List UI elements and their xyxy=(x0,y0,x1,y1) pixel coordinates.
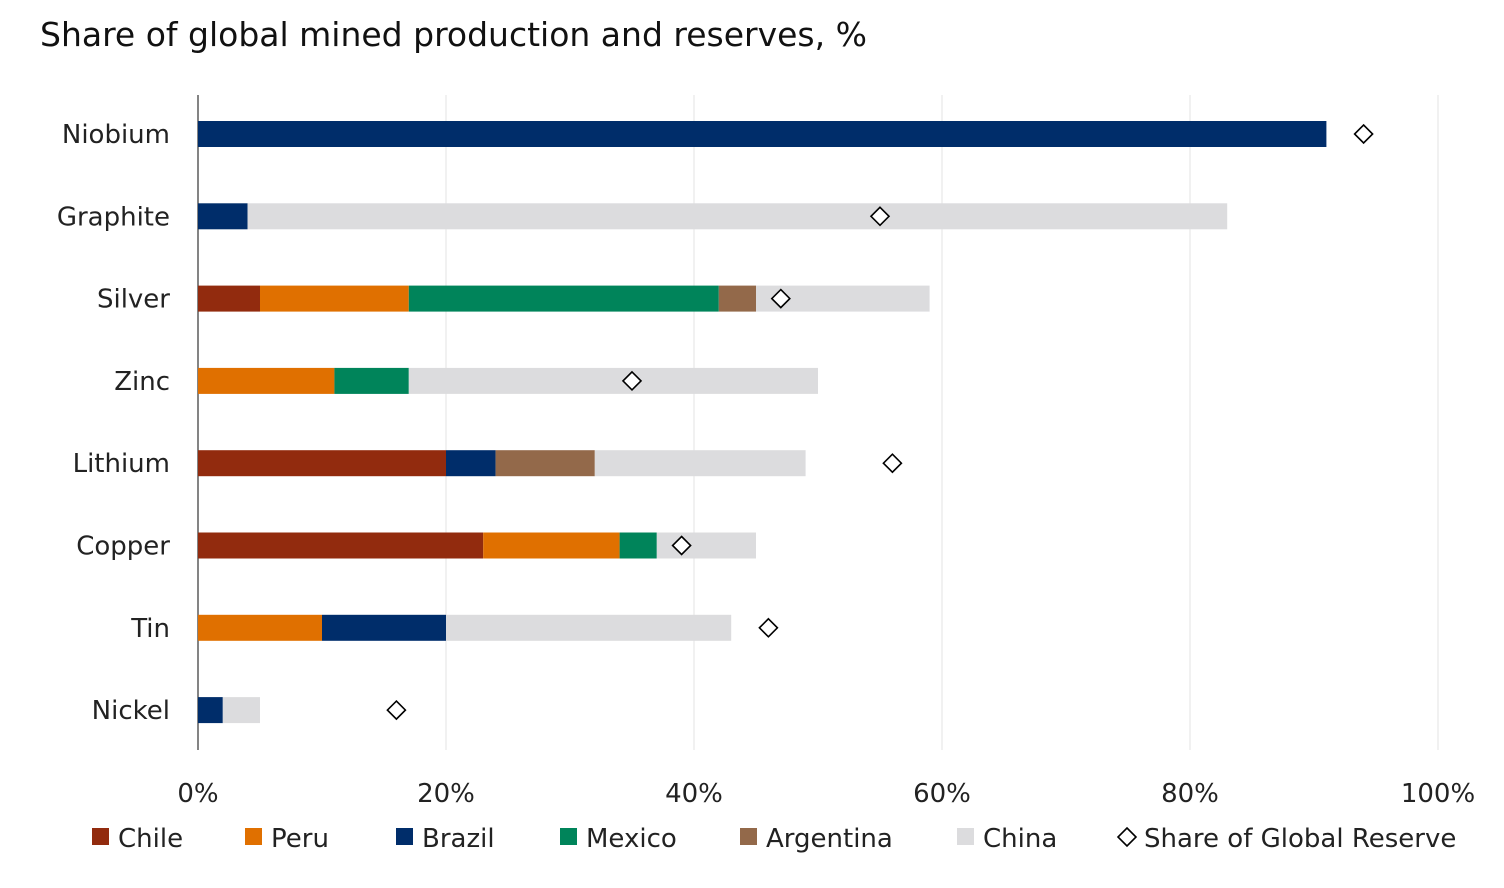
category-label: Nickel xyxy=(92,696,170,726)
bar-chile-copper xyxy=(198,532,484,559)
x-tick-label: 40% xyxy=(665,779,723,809)
bar-mexico-copper xyxy=(619,532,657,559)
legend-diamond-icon xyxy=(1116,826,1138,848)
bar-china-lithium xyxy=(594,450,806,477)
bar-brazil-niobium xyxy=(198,121,1327,147)
bar-brazil-lithium xyxy=(446,450,496,477)
category-label: Silver xyxy=(97,285,170,315)
bar-mexico-zinc xyxy=(334,367,409,394)
bar-china-zinc xyxy=(408,367,818,394)
reserve-marker-zinc xyxy=(621,370,643,392)
x-tick-label: 60% xyxy=(913,779,971,809)
bar-chile-silver xyxy=(198,285,260,312)
chart-title: Share of global mined production and res… xyxy=(40,15,867,54)
reserve-marker-lithium xyxy=(882,453,903,474)
bar-chile-lithium xyxy=(198,450,446,477)
category-label: Lithium xyxy=(73,449,170,479)
category-label: Copper xyxy=(76,532,170,562)
legend-label: Mexico xyxy=(586,824,677,854)
bar-mexico-silver xyxy=(408,285,719,312)
category-label: Tin xyxy=(130,614,170,644)
legend-swatch-brazil xyxy=(396,828,413,845)
bar-argentina-lithium xyxy=(495,450,595,477)
reserve-marker-graphite xyxy=(869,206,891,227)
category-label: Zinc xyxy=(114,367,170,397)
bar-china-tin xyxy=(446,614,732,641)
x-tick-label: 0% xyxy=(177,779,218,809)
reserve-marker-tin xyxy=(758,617,779,638)
bar-brazil-nickel xyxy=(198,697,223,724)
legend-label: Share of Global Reserve xyxy=(1144,824,1456,854)
legend-label: Peru xyxy=(271,824,329,854)
bar-peru-tin xyxy=(198,614,322,641)
legend-label: Chile xyxy=(118,824,183,854)
category-label: Graphite xyxy=(57,202,170,232)
bar-peru-copper xyxy=(483,532,620,559)
legend-label: Argentina xyxy=(766,824,893,854)
reserve-marker-copper xyxy=(671,535,692,556)
x-tick-label: 80% xyxy=(1161,779,1219,809)
category-label: Niobium xyxy=(62,120,170,150)
legend-swatch-chile xyxy=(92,828,109,845)
bar-china-nickel xyxy=(222,697,260,724)
bar-brazil-tin xyxy=(322,614,446,641)
x-tick-label: 100% xyxy=(1401,779,1475,809)
legend-swatch-argentina xyxy=(740,828,757,845)
legend-swatch-peru xyxy=(245,828,262,845)
bar-china-graphite xyxy=(247,203,1228,230)
bar-peru-silver xyxy=(260,285,409,312)
legend-label: Brazil xyxy=(422,824,495,854)
reserve-marker-niobium xyxy=(1353,123,1374,145)
bar-brazil-graphite xyxy=(198,203,248,230)
bar-peru-zinc xyxy=(198,367,335,394)
bar-argentina-silver xyxy=(718,285,756,312)
reserve-marker-nickel xyxy=(386,699,407,721)
legend-swatch-china xyxy=(957,828,974,845)
x-tick-label: 20% xyxy=(417,779,475,809)
legend-swatch-mexico xyxy=(560,828,577,845)
legend-label: China xyxy=(983,824,1057,854)
reserve-marker-silver xyxy=(770,288,791,309)
